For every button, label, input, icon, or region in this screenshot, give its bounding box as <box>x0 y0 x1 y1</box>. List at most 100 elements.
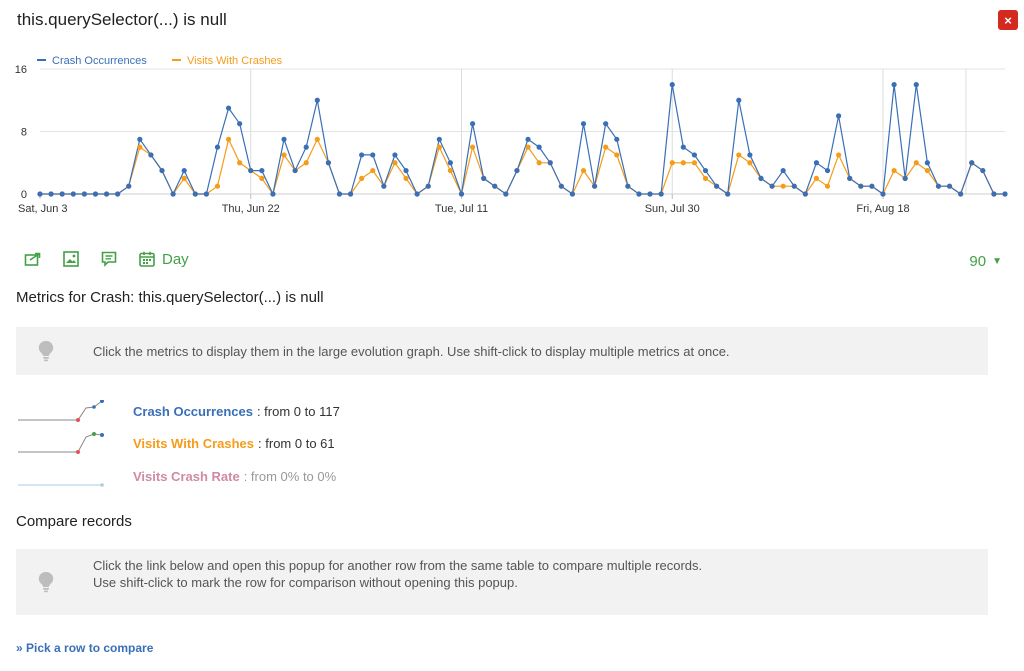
x-tick-label: Sun, Jul 30 <box>645 203 700 215</box>
metric-row-visits-with-crashes[interactable]: Visits With Crashes : from 0 to 61 <box>16 432 335 454</box>
data-point <box>614 152 620 158</box>
metric-range: : from 0% to 0% <box>243 468 337 484</box>
data-point <box>403 167 409 174</box>
data-point <box>192 191 198 197</box>
series-line <box>40 84 1005 196</box>
data-point <box>736 152 742 158</box>
export-icon[interactable] <box>24 250 42 268</box>
data-point <box>603 144 609 150</box>
compare-tip-line-2: Use shift-click to mark the row for comp… <box>93 575 518 590</box>
data-point <box>425 183 431 189</box>
data-point <box>580 121 587 127</box>
data-point <box>159 167 165 174</box>
data-point <box>403 175 409 181</box>
data-point <box>214 144 221 150</box>
data-point <box>603 121 609 127</box>
data-point <box>614 136 620 142</box>
data-point <box>847 175 853 181</box>
data-point <box>891 167 897 174</box>
compare-tip-line-1: Click the link below and open this popup… <box>93 558 703 573</box>
data-point <box>702 175 709 181</box>
data-point <box>347 191 354 197</box>
data-point <box>259 167 265 174</box>
lightbulb-icon <box>38 341 54 362</box>
close-button[interactable]: × <box>998 10 1018 30</box>
data-point <box>924 167 930 174</box>
compare-heading: Compare records <box>16 513 132 530</box>
data-point <box>458 191 465 197</box>
metrics-tip: Click the metrics to display them in the… <box>16 327 988 375</box>
data-point <box>414 191 420 197</box>
data-point <box>913 82 919 88</box>
data-point <box>359 152 365 158</box>
data-point <box>802 191 808 197</box>
data-point <box>392 152 398 158</box>
image-icon[interactable] <box>62 250 80 268</box>
data-point <box>869 183 875 189</box>
data-point <box>714 183 720 189</box>
data-point <box>237 160 243 166</box>
data-point <box>969 160 975 166</box>
metric-row-crash-occurrences[interactable]: Crash Occurrences : from 0 to 117 <box>16 400 340 422</box>
data-point <box>769 183 775 189</box>
metric-range: : from 0 to 61 <box>258 435 335 451</box>
data-point <box>935 183 942 189</box>
lightbulb-icon <box>38 572 54 593</box>
data-point <box>303 144 309 150</box>
data-point <box>647 191 653 197</box>
data-point <box>203 191 209 197</box>
data-point <box>525 136 531 142</box>
annotation-icon[interactable] <box>100 250 118 268</box>
data-point <box>924 160 930 166</box>
data-point <box>359 175 365 181</box>
data-point <box>736 97 742 103</box>
data-point <box>669 160 675 166</box>
data-point <box>81 191 87 197</box>
metric-range: : from 0 to 117 <box>256 403 340 419</box>
chart-toolbar: Day <box>24 250 189 268</box>
data-point <box>725 191 731 197</box>
data-point <box>536 160 542 166</box>
data-point <box>481 175 487 181</box>
y-tick-label: 8 <box>21 127 27 139</box>
data-point <box>115 191 121 197</box>
limit-value: 90 <box>969 253 987 270</box>
data-point <box>824 167 831 174</box>
data-point <box>680 160 686 166</box>
calendar-icon[interactable] <box>138 250 156 268</box>
period-selector[interactable]: Day <box>162 250 189 268</box>
data-point <box>625 183 631 189</box>
metric-name[interactable]: Visits With Crashes <box>133 435 255 451</box>
data-point <box>503 191 509 197</box>
data-point <box>237 121 243 127</box>
data-point <box>492 183 498 189</box>
metric-name[interactable]: Visits Crash Rate <box>133 468 240 484</box>
x-tick-label: Fri, Aug 18 <box>856 203 909 215</box>
metric-name[interactable]: Crash Occurrences <box>133 403 253 419</box>
data-point <box>447 160 454 166</box>
data-point <box>836 152 842 158</box>
data-point <box>813 175 820 181</box>
data-point <box>691 160 698 166</box>
data-point <box>514 167 520 174</box>
sparkline-visits-with-crashes <box>18 432 104 454</box>
legend-entry: Crash Occurrences <box>52 55 147 67</box>
data-point <box>137 144 143 150</box>
data-point <box>103 191 110 197</box>
metric-row-visits-crash-rate[interactable]: Visits Crash Rate : from 0% to 0% <box>16 465 336 487</box>
pick-row-link[interactable]: » Pick a row to compare <box>16 641 154 655</box>
limit-selector[interactable]: 90 ▼ <box>969 253 1002 270</box>
data-point <box>1002 191 1008 197</box>
y-tick-label: 16 <box>15 64 27 76</box>
data-point <box>225 136 232 142</box>
data-point <box>680 144 686 150</box>
sparkline-crash-occurrences <box>18 400 104 422</box>
data-point <box>248 167 254 174</box>
data-point <box>569 191 576 197</box>
metrics-heading: Metrics for Crash: this.querySelector(..… <box>16 289 324 306</box>
evolution-chart[interactable]: 0 8 16 Sat, Jun 3 Thu, Jun 22 Tue, Jul 11 Sun,… <box>0 48 1024 218</box>
data-point <box>946 183 953 189</box>
x-tick-label: Thu, Jun 22 <box>222 203 280 215</box>
data-point <box>281 152 287 158</box>
data-point <box>314 97 320 103</box>
